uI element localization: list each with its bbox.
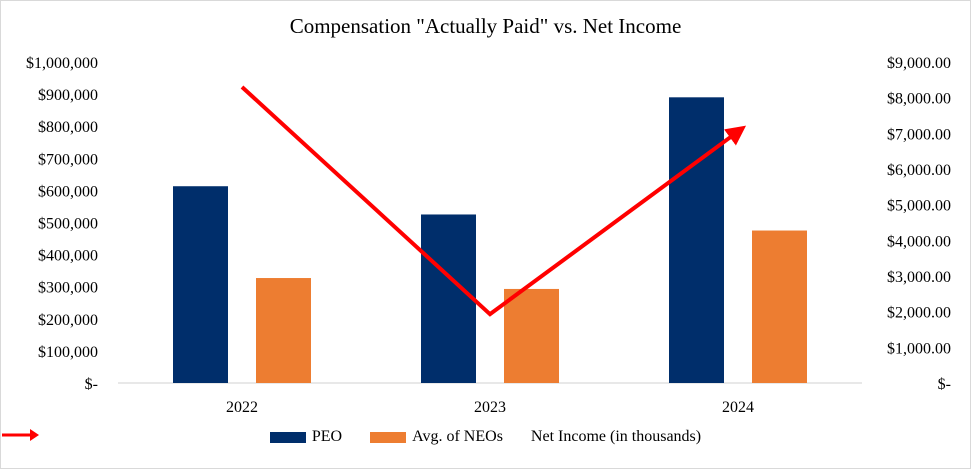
- left-axis-tick-label: $200,000: [38, 312, 98, 329]
- legend-swatch-peo: [269, 431, 306, 443]
- legend-label-peo: PEO: [311, 428, 343, 445]
- legend-item-neos: Avg. of NEOs: [370, 428, 503, 446]
- right-axis-tick-label: $3,000.00: [887, 269, 951, 286]
- bar-neos-2023: [504, 288, 559, 383]
- x-axis-tick-label: 2024: [722, 399, 754, 416]
- right-axis-tick-label: $5,000.00: [887, 198, 951, 215]
- left-axis-tick-label: $300,000: [38, 280, 98, 297]
- left-axis-tick-label: $900,000: [38, 87, 98, 104]
- left-axis-tick-label: $-: [85, 376, 98, 393]
- net-income-line: [240, 85, 747, 317]
- left-axis-tick-label: $800,000: [38, 119, 98, 136]
- right-axis-tick-label: $2,000.00: [887, 305, 951, 322]
- legend-item-net-income: Net Income (in thousands): [2, 428, 702, 446]
- right-axis-tick-label: $8,000.00: [887, 91, 951, 108]
- right-axis-tick-label: $9,000.00: [887, 55, 951, 72]
- bar-peo-2023: [421, 214, 476, 383]
- x-axis-tick-label: 2022: [226, 399, 258, 416]
- bar-neos-2022: [256, 278, 311, 383]
- legend-swatch-neos: [370, 431, 407, 443]
- x-axis-tick-label: 2023: [474, 399, 506, 416]
- left-axis-tick-label: $700,000: [38, 151, 98, 168]
- chart-legend: PEO Avg. of NEOs Net Income (in thousand…: [0, 428, 971, 446]
- bar-neos-2024: [752, 230, 807, 383]
- left-axis-tick-label: $1,000,000: [26, 55, 98, 72]
- right-axis-tick-label: $1,000.00: [887, 340, 951, 357]
- right-axis-tick-label: $7,000.00: [887, 126, 951, 143]
- legend-item-peo: PEO: [269, 428, 343, 446]
- legend-label-neos: Avg. of NEOs: [412, 428, 503, 445]
- left-axis-tick-label: $500,000: [38, 216, 98, 233]
- bar-peo-2022: [173, 186, 228, 383]
- right-axis-tick-label: $6,000.00: [887, 162, 951, 179]
- left-axis-tick-label: $400,000: [38, 248, 98, 265]
- chart-title: Compensation "Actually Paid" vs. Net Inc…: [289, 14, 682, 38]
- left-axis-tick-label: $600,000: [38, 183, 98, 200]
- bar-peo-2024: [669, 97, 724, 383]
- right-axis-tick-label: $4,000.00: [887, 233, 951, 250]
- left-axis-tick-label: $100,000: [38, 344, 98, 361]
- legend-label-net-income: Net Income (in thousands): [530, 428, 702, 445]
- right-axis-tick-label: $-: [938, 376, 951, 393]
- legend-arrow-icon: [2, 429, 39, 441]
